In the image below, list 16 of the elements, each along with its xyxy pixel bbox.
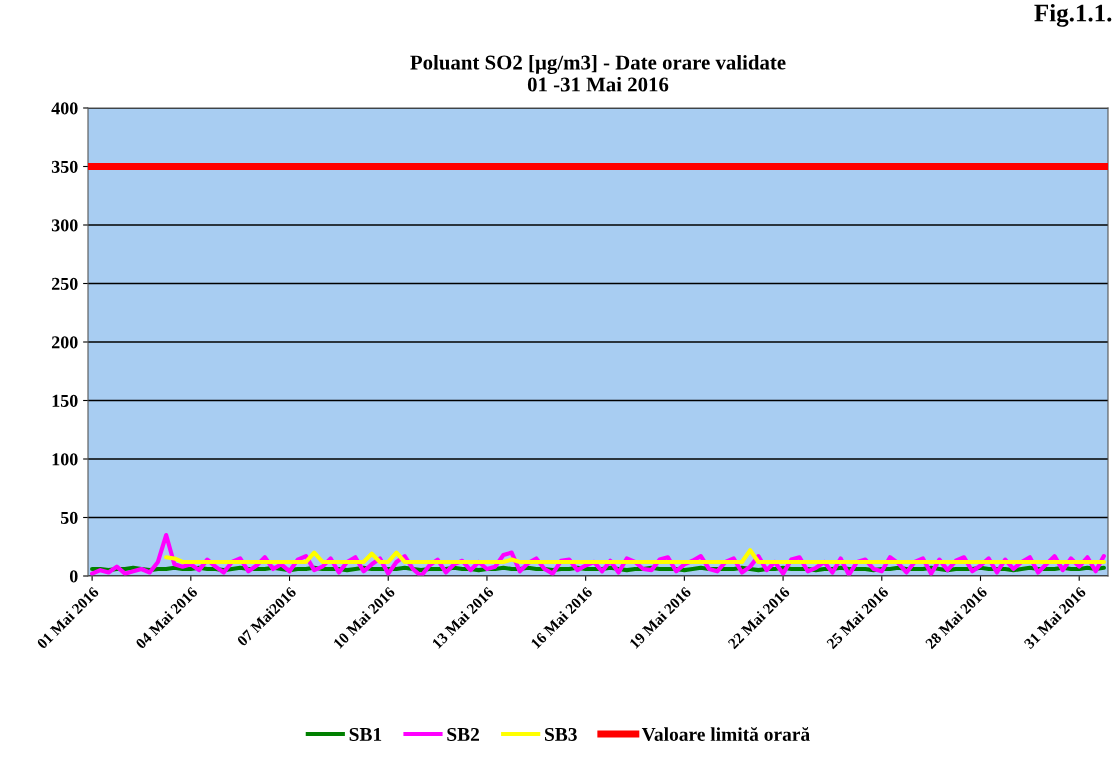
y-tick-label: 50 [60,511,78,524]
y-tick-label: 250 [51,277,78,290]
legend-label: SB3 [545,727,577,741]
legend-label: Valoare limită orară [641,727,810,742]
y-tick-label: 350 [51,160,78,173]
line-series [164,548,1106,565]
y-tick-label: 300 [51,219,78,232]
legend-label: SB1 [349,727,382,741]
y-tick-label: 400 [51,102,78,115]
y-tick-label: 0 [69,570,78,583]
caption: Fig.1.1. [1034,3,1112,27]
chart-title: Poluant SO2 [µg/m3] - Date orare validate 01 -31 Mai 2016 [410,54,786,92]
legend-label: SB2 [447,727,479,741]
y-tick-label: 100 [52,453,78,466]
y-tick-label: 150 [52,394,78,407]
y-tick-label: 200 [51,336,78,349]
